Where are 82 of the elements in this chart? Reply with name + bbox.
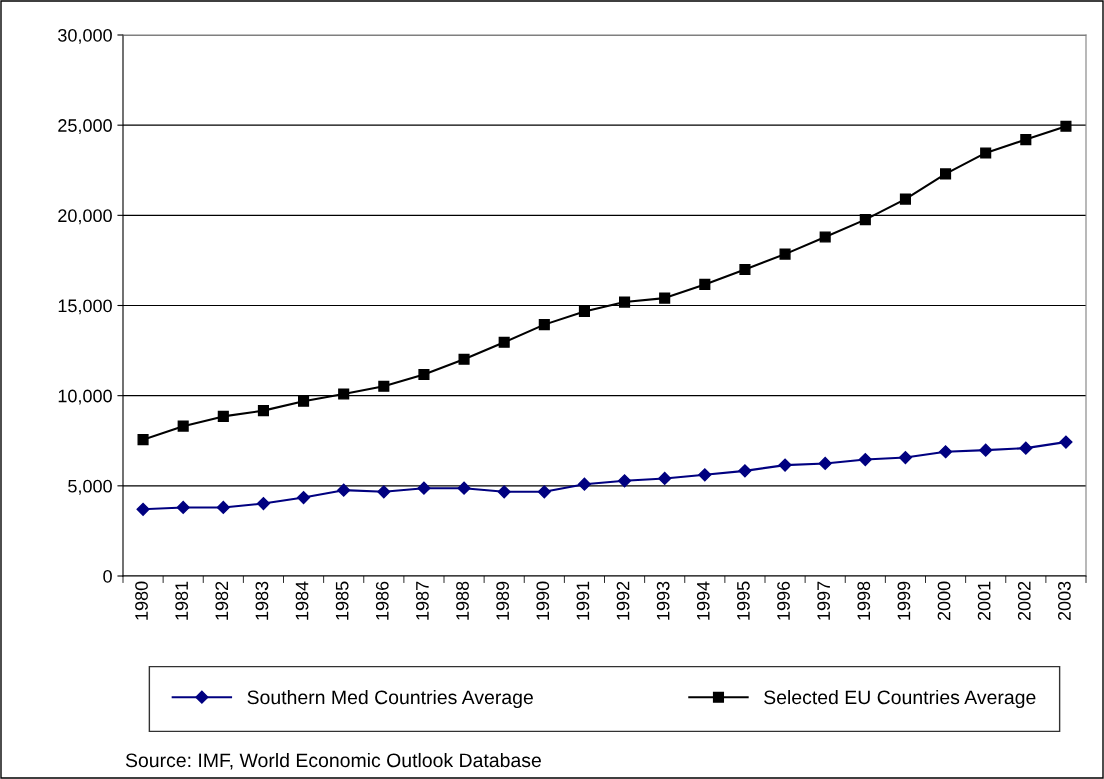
x-tick-label: 1995 bbox=[737, 581, 750, 620]
point bbox=[938, 445, 953, 459]
x-tick-label: 1994 bbox=[696, 581, 710, 620]
source-note: Source: IMF, World Economic Outlook Database bbox=[125, 752, 541, 770]
x-tick-label: 1992 bbox=[616, 581, 630, 620]
x-tick-label: 1985 bbox=[335, 581, 349, 620]
x-tick-label: 1981 bbox=[175, 581, 189, 620]
point bbox=[177, 420, 189, 432]
x-tick-label: 1980 bbox=[135, 581, 148, 620]
y-tick-label: 20,000 bbox=[58, 209, 112, 225]
point bbox=[1019, 441, 1033, 455]
point bbox=[577, 477, 592, 491]
point bbox=[418, 369, 430, 381]
point bbox=[337, 483, 351, 497]
point bbox=[538, 319, 550, 331]
point bbox=[458, 353, 470, 365]
point bbox=[578, 305, 590, 318]
point bbox=[298, 395, 310, 407]
point bbox=[1059, 435, 1073, 449]
point bbox=[257, 405, 269, 417]
x-tick-label: 1998 bbox=[857, 581, 871, 620]
point bbox=[940, 168, 952, 180]
point bbox=[819, 231, 831, 243]
x-tick-label: 1996 bbox=[777, 581, 790, 620]
y-tick-label: 25,000 bbox=[58, 119, 112, 135]
point bbox=[497, 485, 511, 499]
point bbox=[537, 485, 551, 499]
y-tick-label: 0 bbox=[103, 569, 112, 583]
point bbox=[1020, 134, 1032, 146]
point bbox=[377, 485, 391, 499]
point bbox=[619, 296, 631, 308]
point bbox=[137, 434, 149, 446]
x-tick-label: 1999 bbox=[897, 581, 911, 620]
x-tick-label: 1991 bbox=[576, 581, 590, 620]
x-tick-label: 2001 bbox=[977, 581, 991, 621]
x-tick-label: 1983 bbox=[255, 581, 269, 620]
x-tick-label: 1993 bbox=[656, 581, 670, 620]
point bbox=[818, 456, 832, 471]
point bbox=[778, 458, 792, 472]
legend-label: Selected EU Countries Average bbox=[764, 689, 1036, 709]
x-tick-label: 1982 bbox=[215, 581, 229, 620]
x-tick-label: 1990 bbox=[536, 581, 550, 620]
point bbox=[1060, 120, 1072, 132]
point bbox=[256, 496, 271, 511]
point bbox=[338, 388, 350, 400]
y-tick-label: 15,000 bbox=[58, 299, 112, 315]
point bbox=[699, 278, 711, 290]
point bbox=[658, 471, 672, 486]
point bbox=[859, 214, 871, 226]
point bbox=[980, 147, 992, 159]
point bbox=[217, 410, 229, 422]
point bbox=[296, 490, 311, 505]
point bbox=[979, 443, 993, 457]
point bbox=[617, 474, 632, 488]
point bbox=[378, 380, 390, 392]
y-tick-label: 10,000 bbox=[58, 389, 112, 405]
x-tick-label: 1986 bbox=[375, 581, 389, 620]
x-tick-label: 1997 bbox=[817, 581, 831, 620]
point bbox=[659, 292, 671, 304]
point bbox=[216, 500, 230, 515]
x-tick-label: 2002 bbox=[1017, 581, 1031, 621]
y-tick-label: 30,000 bbox=[58, 28, 112, 44]
point bbox=[498, 336, 510, 348]
legend-label: Southern Med Countries Average bbox=[247, 689, 533, 709]
x-tick-label: 1988 bbox=[456, 581, 469, 620]
point bbox=[176, 500, 190, 515]
point bbox=[417, 481, 431, 495]
point bbox=[698, 468, 712, 482]
x-tick-label: 1984 bbox=[295, 581, 309, 620]
point bbox=[739, 263, 751, 275]
point bbox=[457, 481, 471, 495]
x-tick-label: 1987 bbox=[416, 581, 429, 620]
x-tick-label: 2000 bbox=[937, 581, 951, 621]
point bbox=[136, 502, 150, 516]
point bbox=[898, 450, 913, 465]
point bbox=[738, 464, 752, 478]
x-tick-label: 2003 bbox=[1058, 581, 1071, 621]
point bbox=[779, 248, 791, 260]
x-tick-label: 1989 bbox=[496, 581, 510, 620]
point bbox=[858, 452, 872, 467]
point bbox=[899, 193, 911, 205]
y-tick-label: 5,000 bbox=[68, 479, 112, 495]
